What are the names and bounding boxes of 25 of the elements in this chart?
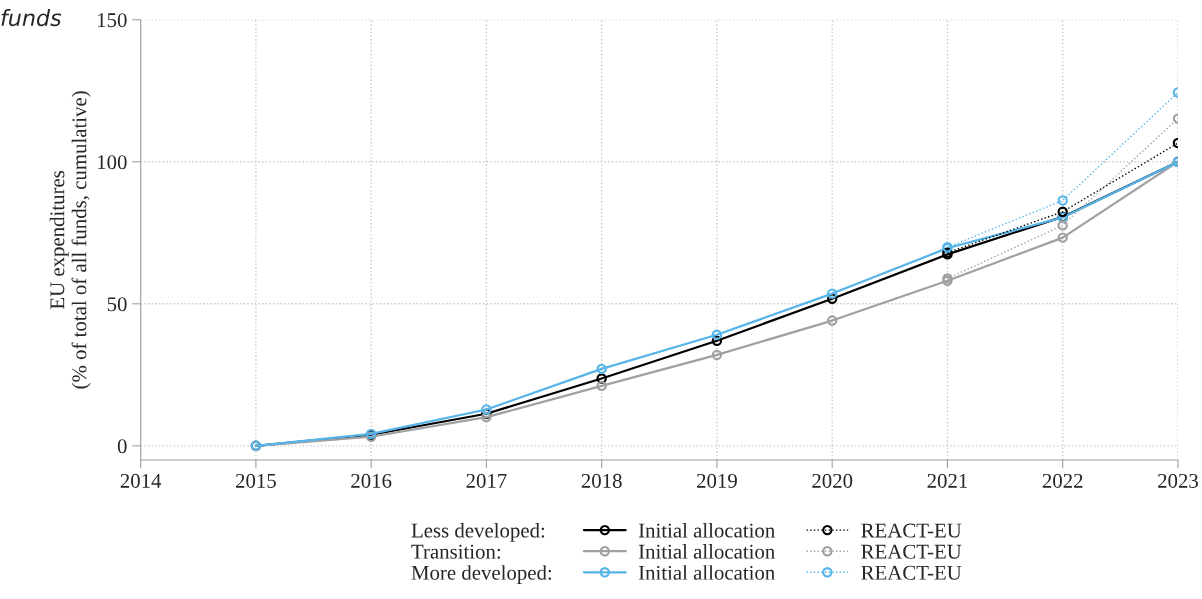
text: Less developed: — [411, 522, 545, 542]
y-tick-label: 100 — [98, 155, 127, 170]
text: More developed: — [411, 565, 552, 585]
y-tick-label: 50 — [107, 297, 127, 312]
x-tick-label: 2017 — [466, 473, 507, 488]
x-tick-label: 2020 — [812, 473, 853, 488]
x-tick-label: 2023 — [1158, 473, 1198, 488]
legend-label: REACT-EU — [861, 565, 962, 580]
legend-label: REACT-EU — [861, 523, 962, 538]
y-tick-label: 0 — [117, 439, 127, 454]
x-tick-label: 2018 — [581, 473, 622, 488]
x-tick-label: 2021 — [927, 473, 968, 488]
legend-label: Initial allocation — [638, 544, 775, 559]
legend-label: Initial allocation — [638, 565, 775, 580]
y-tick-label: 150 — [98, 13, 127, 28]
x-tick-label: 2014 — [120, 473, 162, 488]
y-axis-title: EU expenditures (% of total of all funds, cumulative) — [49, 91, 91, 389]
x-tick-label: 2016 — [351, 473, 392, 488]
legend-label: REACT-EU — [861, 544, 962, 559]
x-tick-label: 2015 — [235, 473, 276, 488]
chart-title: funds — [1, 8, 62, 27]
text: Transition: — [411, 544, 500, 559]
legend-label: Initial allocation — [638, 522, 775, 538]
x-tick-label: 2019 — [697, 473, 737, 488]
x-tick-label: 2022 — [1042, 473, 1083, 488]
